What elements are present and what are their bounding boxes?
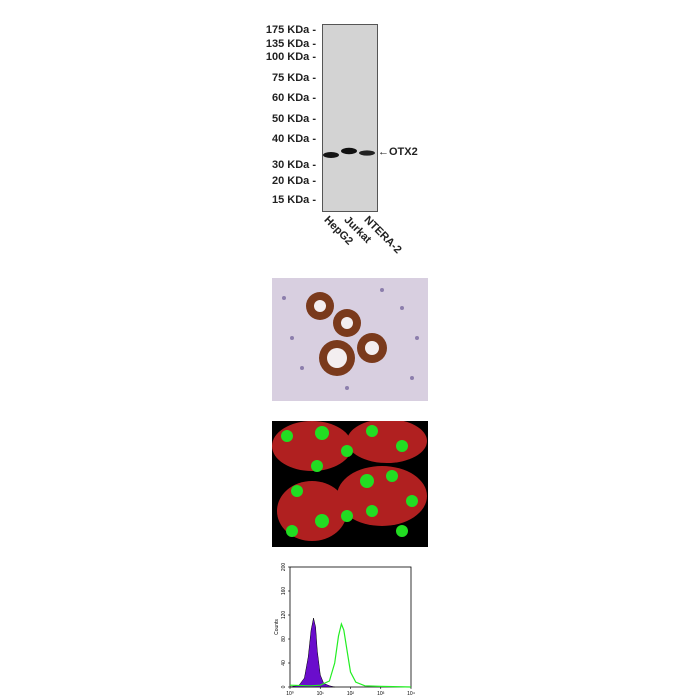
y-axis-label: Counts — [274, 619, 280, 635]
x-tick-label: 10⁰ — [286, 691, 294, 697]
if-image — [272, 421, 428, 547]
band-label: ←OTX2 — [378, 146, 418, 158]
mw-marker: 40 KDa - — [271, 133, 316, 145]
x-tick-label: 10⁴ — [407, 691, 415, 697]
x-tick-label: 10³ — [377, 691, 385, 697]
flow-histogram: 0 40 80 120 160 200 10⁰ 10¹ 10² 10³ 10⁴ Counts — [274, 563, 415, 697]
x-tick-label: 10¹ — [317, 691, 325, 697]
series-1 — [289, 622, 412, 688]
mw-marker: 50 KDa - — [271, 113, 316, 125]
blot-membrane — [322, 24, 378, 212]
mw-marker: 135 KDa - — [265, 38, 316, 50]
mw-marker: 100 KDa - — [265, 51, 316, 63]
series-0 — [289, 617, 335, 688]
ihc-image — [272, 278, 428, 401]
y-tick-label: 160 — [281, 587, 287, 596]
mw-marker: 15 KDa - — [271, 194, 316, 206]
band-jurkat — [341, 147, 357, 155]
mw-marker: 175 KDa - — [265, 24, 316, 36]
y-tick-label: 0 — [281, 685, 287, 688]
band-hepg2 — [323, 152, 339, 158]
mw-marker: 30 KDa - — [271, 159, 316, 171]
mw-marker: 20 KDa - — [271, 175, 316, 187]
x-tick-label: 10² — [347, 691, 355, 697]
y-tick-label: 80 — [281, 636, 287, 642]
band-ntera2 — [359, 150, 375, 156]
y-tick-label: 40 — [281, 660, 287, 666]
y-tick-label: 120 — [281, 611, 287, 620]
mw-marker: 60 KDa - — [271, 92, 316, 104]
mw-marker: 75 KDa - — [271, 72, 316, 84]
y-tick-label: 200 — [281, 563, 287, 572]
